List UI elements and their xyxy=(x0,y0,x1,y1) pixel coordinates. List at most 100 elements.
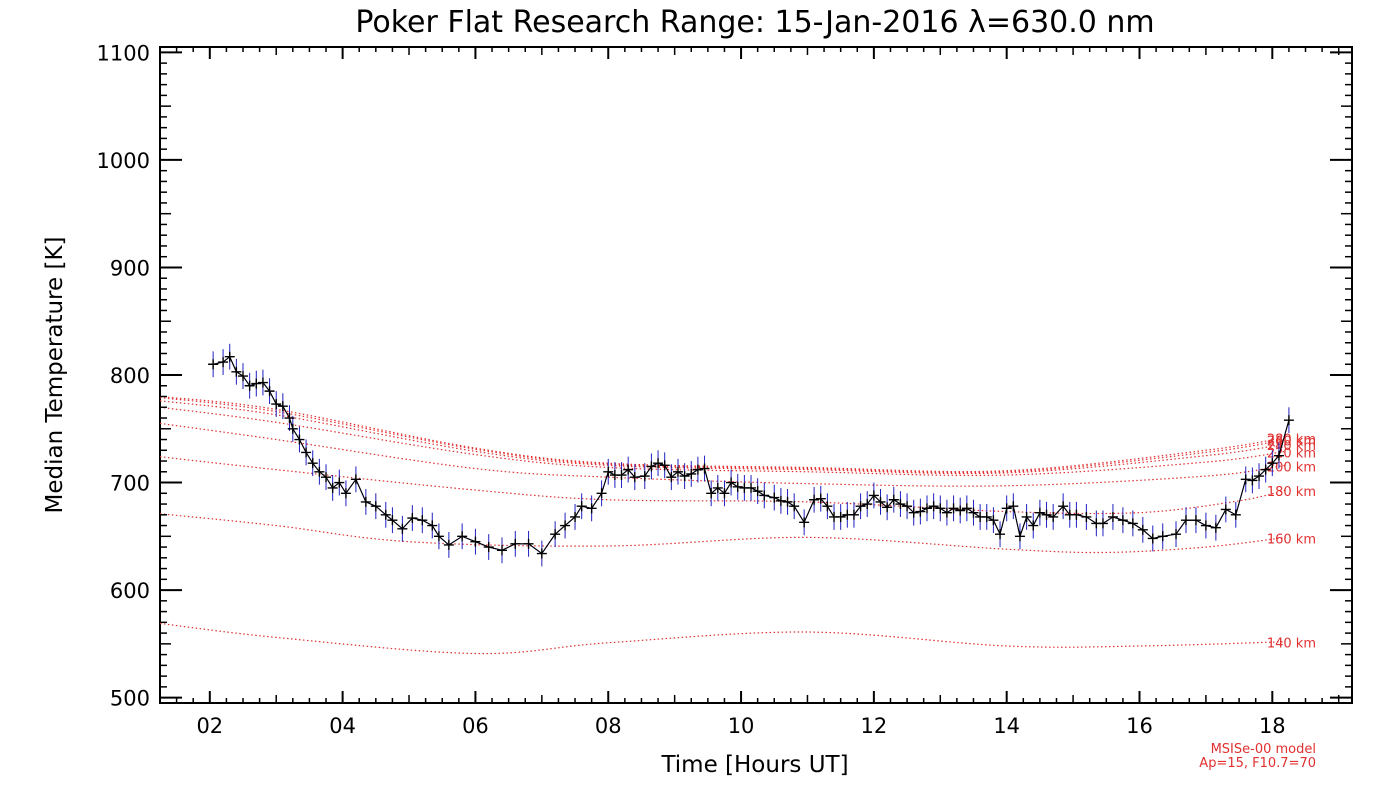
data-point xyxy=(908,507,919,518)
data-point xyxy=(224,351,235,362)
x-tick-label: 16 xyxy=(1126,714,1153,738)
x-tick-label: 02 xyxy=(196,714,223,738)
data-point xyxy=(746,482,757,493)
data-point xyxy=(284,413,295,424)
data-point xyxy=(616,470,627,481)
y-axis-label: Median Temperature [K] xyxy=(42,237,68,514)
data-point xyxy=(1171,529,1182,540)
data-point xyxy=(809,494,820,505)
data-point xyxy=(732,481,743,492)
data-point xyxy=(244,380,255,391)
x-tick-label: 12 xyxy=(861,714,888,738)
y-tick-label: 700 xyxy=(110,472,150,496)
data-point xyxy=(314,466,325,477)
data-point xyxy=(666,472,677,483)
data-point xyxy=(560,520,571,531)
data-point xyxy=(277,401,288,412)
data-point xyxy=(629,472,640,483)
data-point xyxy=(1260,464,1271,475)
data-point xyxy=(457,531,468,542)
data-point xyxy=(586,503,597,514)
data-point xyxy=(895,499,906,510)
data-point xyxy=(726,477,737,488)
model-curve xyxy=(159,622,1286,655)
data-point xyxy=(822,501,833,512)
data-point xyxy=(719,488,730,499)
data-point xyxy=(218,357,229,368)
model-note-line2: Ap=15, F10.7=70 xyxy=(1199,756,1316,771)
data-point xyxy=(1058,501,1069,512)
data-point xyxy=(1200,520,1211,531)
model-curve xyxy=(159,406,1286,477)
data-point xyxy=(775,495,786,506)
data-point xyxy=(294,434,305,445)
data-point xyxy=(981,511,992,522)
y-tick-label: 500 xyxy=(110,687,150,711)
data-point xyxy=(1127,518,1138,529)
model-curve xyxy=(159,400,1286,475)
data-point xyxy=(603,466,614,477)
data-point xyxy=(327,482,338,493)
data-point xyxy=(782,496,793,507)
x-tick-label: 06 xyxy=(462,714,489,738)
axis-layer: 02 04 06 08 10 12 14 16 18 500 600 700 800 900 1000 110… xyxy=(97,41,1352,738)
data-point xyxy=(483,542,494,553)
x-tick-label: 08 xyxy=(595,714,622,738)
data-point xyxy=(1247,475,1258,486)
model-curve-label: 180 km xyxy=(1267,485,1316,500)
data-point xyxy=(988,515,999,526)
data-point xyxy=(769,492,780,503)
data-point xyxy=(1190,515,1201,526)
x-tick-label: 14 xyxy=(993,714,1020,738)
data-point xyxy=(1157,531,1168,542)
data-point xyxy=(948,503,959,514)
measured-line-shadow xyxy=(213,355,1290,555)
data-point xyxy=(550,529,561,540)
data-point xyxy=(848,509,859,520)
data-point xyxy=(231,366,242,377)
x-tick-label: 10 xyxy=(728,714,755,738)
data-point xyxy=(287,423,298,434)
data-point xyxy=(370,501,381,512)
data-point xyxy=(1180,515,1191,526)
data-point xyxy=(350,474,361,485)
measured-line xyxy=(213,355,1290,555)
model-curve xyxy=(159,395,1286,473)
x-tick-label: 04 xyxy=(329,714,356,738)
data-point xyxy=(752,486,763,497)
data-point xyxy=(1230,509,1241,520)
data-point xyxy=(208,359,219,370)
data-point xyxy=(570,511,581,522)
data-point xyxy=(868,490,879,501)
data-point xyxy=(387,515,398,526)
data-point xyxy=(271,399,282,410)
data-point xyxy=(639,471,650,482)
data-point xyxy=(321,472,332,483)
data-point xyxy=(1071,509,1082,520)
data-point xyxy=(433,531,444,542)
data-point xyxy=(686,468,697,479)
data-point xyxy=(968,507,979,518)
model-note-line1: MSISe-00 model xyxy=(1211,742,1316,757)
data-point xyxy=(1210,522,1221,533)
data-point xyxy=(1041,509,1052,520)
data-point xyxy=(523,538,534,549)
data-point xyxy=(699,463,710,474)
data-point xyxy=(1097,518,1108,529)
measured-layer xyxy=(208,343,1294,567)
data-point xyxy=(334,477,345,488)
data-point xyxy=(935,503,946,514)
data-point xyxy=(915,506,926,517)
data-point xyxy=(706,488,717,499)
data-point xyxy=(882,502,893,513)
data-point xyxy=(596,488,607,499)
data-point xyxy=(789,501,800,512)
data-point xyxy=(1220,504,1231,515)
x-tick-label: 18 xyxy=(1259,714,1286,738)
data-point xyxy=(692,464,703,475)
data-point xyxy=(941,507,952,518)
x-axis-label: Time [Hours UT] xyxy=(660,752,848,778)
data-point xyxy=(653,458,664,469)
chart-title: Poker Flat Research Range: 15-Jan-2016 λ… xyxy=(355,5,1154,40)
